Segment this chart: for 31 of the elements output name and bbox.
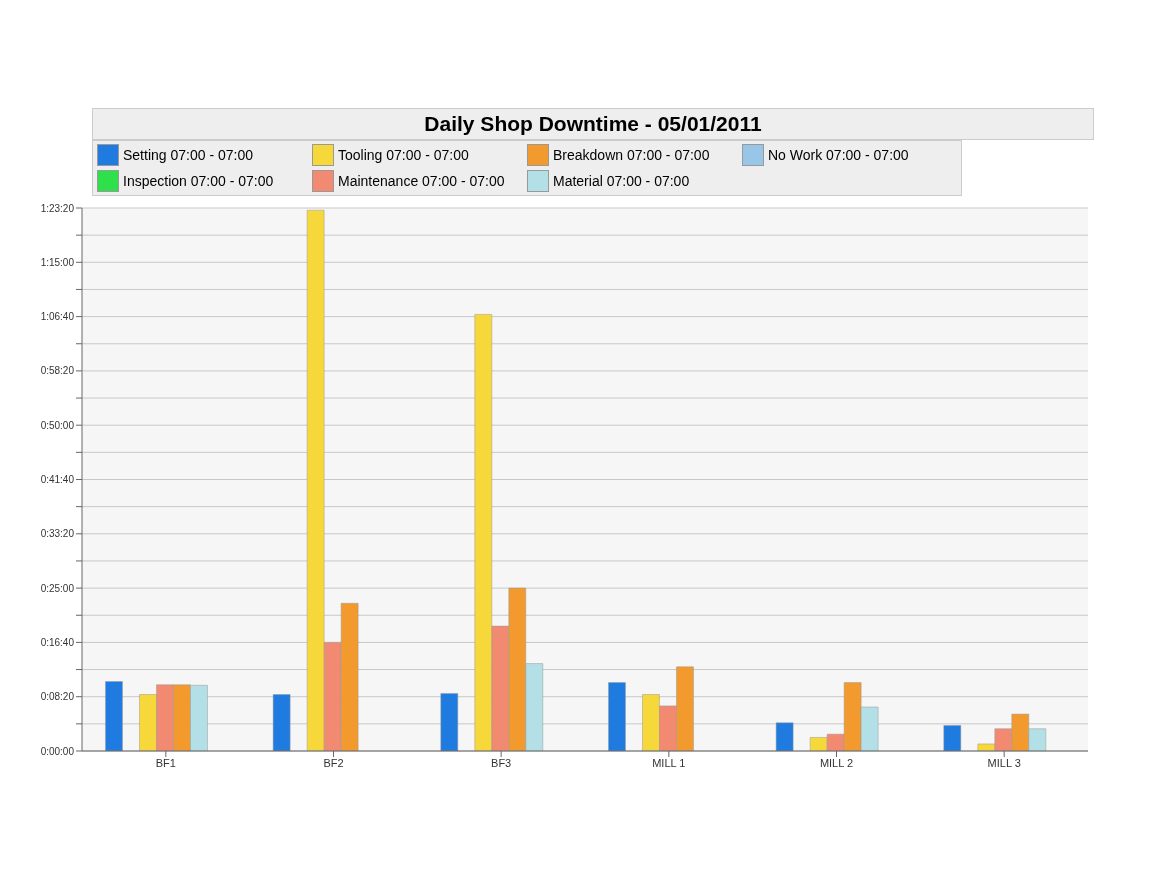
legend-label: Material 07:00 - 07:00 — [553, 173, 690, 189]
legend-label: No Work 07:00 - 07:00 — [768, 147, 909, 163]
bar — [440, 693, 459, 751]
y-tick-label: 0:58:20 — [40, 365, 75, 377]
x-tick-label: MILL 2 — [819, 756, 854, 769]
y-tick-label: 0:25:00 — [40, 582, 75, 594]
y-tick-label: 0:16:40 — [40, 636, 75, 648]
bar — [272, 694, 291, 751]
x-tick-label: BF3 — [491, 756, 512, 769]
legend-label: Breakdown 07:00 - 07:00 — [553, 147, 710, 163]
y-tick-label: 0:41:40 — [40, 474, 75, 486]
y-tick-label: 0:08:20 — [40, 691, 75, 703]
bar — [943, 725, 962, 751]
bar — [608, 682, 626, 751]
x-tick-label: MILL 3 — [987, 756, 1021, 769]
y-tick-label: 0:50:00 — [40, 419, 75, 431]
legend-label: Maintenance 07:00 - 07:00 — [338, 173, 505, 189]
y-tick-label: 0:00:00 — [40, 745, 75, 757]
legend-label: Inspection 07:00 - 07:00 — [123, 173, 274, 189]
bar — [775, 722, 794, 751]
x-tick-label: BF2 — [323, 756, 344, 769]
x-tick-label: BF1 — [155, 756, 176, 769]
y-tick-label: 1:15:00 — [40, 256, 75, 268]
x-tick-label: MILL 1 — [652, 756, 686, 769]
chart-title: Daily Shop Downtime - 05/01/2011 — [92, 108, 1094, 140]
y-tick-label: 0:33:20 — [40, 528, 75, 540]
bar — [105, 681, 123, 751]
y-tick-label: 1:06:40 — [40, 311, 75, 323]
legend-label: Tooling 07:00 - 07:00 — [338, 147, 469, 163]
y-tick-label: 1:23:20 — [40, 202, 75, 214]
legend-label: Setting 07:00 - 07:00 — [123, 147, 253, 163]
